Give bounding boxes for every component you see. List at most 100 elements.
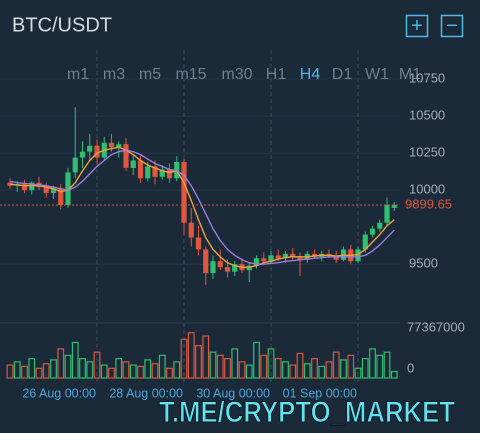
candle-body (297, 256, 303, 260)
timeframe-tab[interactable]: m3 (103, 66, 125, 83)
timeframe-tab[interactable]: m30 (221, 66, 252, 83)
volume-bar (42, 363, 50, 379)
candle-body (210, 261, 216, 274)
volume-bar (144, 359, 152, 379)
volume-bar (151, 363, 159, 379)
volume-bar (108, 367, 115, 379)
volume-bar (274, 358, 282, 379)
candle-body (268, 255, 274, 262)
timeframe-tab[interactable]: W1 (365, 66, 389, 83)
volume-bar (354, 367, 362, 379)
timeframe-tab[interactable]: m1 (67, 66, 89, 83)
volume-bar (245, 364, 253, 379)
volume-bar (100, 364, 108, 379)
volume-bar (231, 348, 239, 379)
volume-bar (209, 351, 217, 379)
volume-bar (180, 338, 188, 379)
volume-bar (267, 348, 275, 379)
timeframe-tab[interactable]: H4 (300, 66, 321, 83)
timeframe-tab[interactable]: m15 (175, 66, 206, 83)
candle-body (391, 205, 397, 208)
candle-body (246, 265, 252, 271)
candle-body (123, 144, 129, 168)
candle-body (116, 144, 122, 148)
candle-body (58, 188, 64, 205)
candle-body (137, 160, 144, 179)
volume-bar (137, 365, 144, 379)
volume-bar (57, 348, 65, 379)
candle-body (152, 166, 158, 177)
volume-bar (115, 358, 123, 379)
volume-bar (79, 358, 86, 379)
volume-bar (376, 354, 384, 379)
button-label: − (446, 15, 458, 37)
volume-bar (260, 354, 268, 379)
candle-body (217, 261, 223, 268)
candle-body (72, 157, 78, 173)
volume-bar (122, 361, 130, 379)
volume-bar (238, 361, 246, 379)
volume-bar (289, 364, 297, 379)
volume-tick-label: 77367000 (407, 319, 465, 334)
candle-body (87, 145, 93, 152)
candle-body (174, 162, 180, 179)
candle-body (188, 222, 194, 238)
candle-body (43, 187, 49, 194)
volume-bar (383, 351, 391, 379)
volume-bar (325, 361, 333, 379)
button-label: + (411, 15, 423, 37)
candle-body (275, 255, 281, 259)
volume-bar (347, 354, 355, 379)
candle-body (181, 162, 187, 223)
timeframe-tab[interactable]: m5 (139, 66, 161, 83)
candle-body (333, 256, 339, 260)
candle-body (65, 172, 71, 205)
volume-bar (282, 361, 289, 379)
candle-body (369, 228, 376, 235)
volume-bar (369, 348, 376, 379)
candle-body (29, 182, 35, 191)
candle-body (232, 264, 238, 272)
candle-body (340, 249, 347, 260)
volume-bar (361, 358, 369, 379)
x-tick-label: 01 Sep 00:00 (283, 386, 357, 400)
zoom-in-button[interactable]: + (405, 14, 429, 38)
current-price-label: 9899.65 (405, 196, 452, 211)
candle-body (377, 222, 383, 229)
candle-body (50, 188, 57, 194)
volume-bar (28, 358, 36, 379)
volume-bar (202, 335, 210, 379)
candle-body (145, 166, 151, 179)
volume-bar (6, 364, 14, 379)
volume-bar (390, 370, 398, 379)
timeframe-tab[interactable]: H1 (266, 66, 287, 83)
candle-body (203, 249, 209, 274)
x-tick-label: 26 Aug 00:00 (22, 386, 96, 400)
candle-body (261, 258, 267, 262)
volume-bar (303, 363, 311, 379)
candle-body (290, 253, 296, 257)
volume-bar (224, 358, 231, 379)
volume-bar (173, 361, 181, 379)
candle-body (108, 142, 115, 148)
x-tick-label: 30 Aug 00:00 (196, 386, 270, 400)
timeframe-tab[interactable]: M1 (399, 66, 421, 83)
volume-bar (35, 367, 43, 379)
volume-bar (216, 354, 224, 379)
volume-tick-label: 0 (407, 360, 414, 375)
pair-title: BTC/USDT (12, 14, 112, 36)
volume-bar (129, 364, 137, 379)
y-tick-label: 10250 (409, 145, 445, 160)
timeframe-tab[interactable]: D1 (332, 66, 353, 83)
moving-average-line (9, 146, 395, 268)
volume-bar (50, 359, 57, 379)
candle-body (224, 267, 231, 272)
moving-average-line (9, 149, 395, 265)
volume-bar (93, 351, 101, 379)
volume-bar (318, 365, 326, 379)
volume-bar (71, 341, 79, 379)
candle-body (384, 204, 390, 223)
zoom-out-button[interactable]: − (440, 14, 464, 38)
candle-body (362, 234, 368, 250)
